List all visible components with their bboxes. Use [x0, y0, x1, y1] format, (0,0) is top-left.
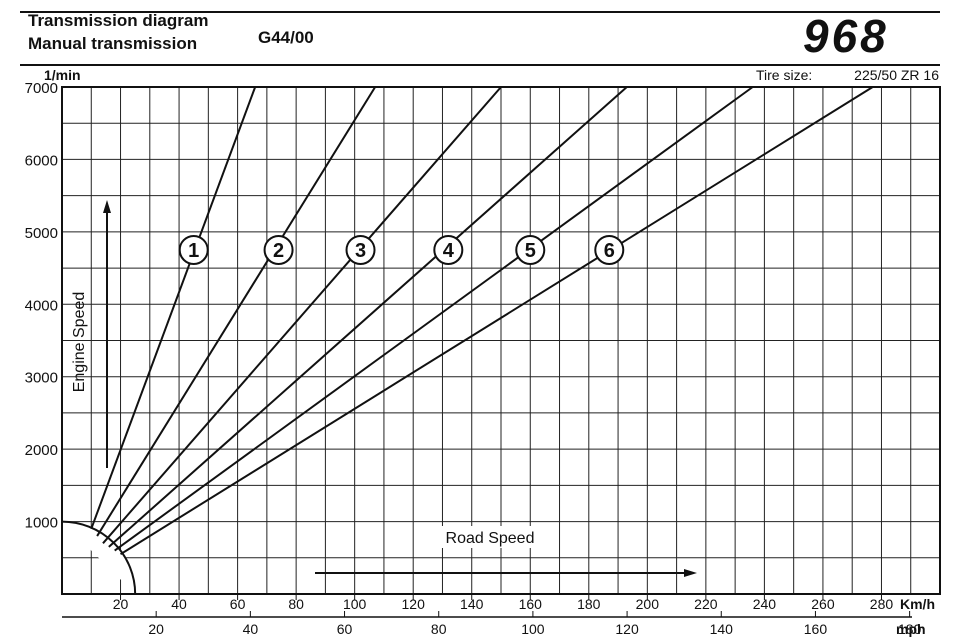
x-tick-labels: 20 40 60 80 100 120 140 160 180 200 220 240 260 280 20… — [113, 594, 922, 637]
gear-line-3: 3 — [102, 86, 502, 544]
kmh-tick-label: 60 — [230, 596, 246, 612]
gear-line-path-5 — [114, 86, 754, 552]
mph-tick-label: 20 — [148, 621, 164, 637]
gear-line-path-1 — [90, 86, 257, 530]
kmh-tick-label: 180 — [577, 596, 601, 612]
gear-lines: 1 2 3 4 5 6 — [90, 86, 874, 556]
y-tick-label: 2000 — [25, 442, 58, 459]
mph-tick-label: 160 — [804, 621, 828, 637]
mph-tick-label: 100 — [521, 621, 545, 637]
mph-tick-label: 80 — [431, 621, 447, 637]
y-tick-label: 5000 — [25, 225, 58, 242]
x-axis-label: Road Speed — [446, 530, 535, 547]
gear-label-4: 4 — [443, 240, 455, 262]
kmh-tick-label: 260 — [811, 596, 835, 612]
y-tick-label: 4000 — [25, 297, 58, 314]
header-rule-bottom — [20, 64, 940, 66]
tire-size-caption: Tire size: — [756, 67, 812, 83]
mph-tick-label: 140 — [710, 621, 734, 637]
kmh-tick-label: 40 — [171, 596, 187, 612]
gear-label-6: 6 — [604, 240, 615, 262]
grid — [62, 87, 940, 594]
kmh-tick-label: 220 — [694, 596, 718, 612]
y-unit-label: 1/min — [44, 67, 81, 83]
gear-label-circle-2 — [263, 234, 294, 265]
y-tick-label: 3000 — [25, 370, 58, 387]
kmh-tick-label: 280 — [870, 596, 894, 612]
gear-label-circle-3 — [345, 234, 376, 265]
mph-unit-label: mph — [896, 621, 926, 637]
gear-label-5: 5 — [525, 240, 536, 262]
mph-tick-label: 60 — [337, 621, 353, 637]
tire-size-label: Tire size: 225/50 ZR 16 — [756, 67, 939, 83]
kmh-tick-label: 200 — [636, 596, 660, 612]
kmh-tick-label: 160 — [519, 596, 543, 612]
road-speed-arrowhead — [684, 569, 697, 577]
kmh-unit-label: Km/h — [900, 596, 935, 612]
gear-line-2: 2 — [96, 86, 377, 537]
y-tick-label: 6000 — [25, 152, 58, 169]
gearbox-code: G44/00 — [258, 28, 314, 47]
kmh-tick-label: 140 — [460, 596, 484, 612]
kmh-tick-label: 80 — [288, 596, 304, 612]
gear-label-1: 1 — [188, 240, 199, 262]
y-axis-label: Engine Speed — [71, 292, 88, 393]
kmh-tick-label: 120 — [402, 596, 426, 612]
kmh-tick-label: 100 — [343, 596, 367, 612]
title-line-1: Transmission diagram — [28, 11, 209, 30]
gear-line-5: 5 — [114, 86, 754, 552]
gear-line-1: 1 — [90, 86, 257, 530]
gear-line-path-2 — [96, 86, 377, 537]
tire-size-value: 225/50 ZR 16 — [854, 67, 939, 83]
gear-line-6: 6 — [120, 86, 874, 556]
mph-tick-label: 120 — [615, 621, 639, 637]
header-rule-top — [20, 11, 940, 13]
gear-line-path-3 — [102, 86, 502, 544]
gear-label-3: 3 — [355, 240, 366, 262]
y-tick-label: 1000 — [25, 515, 58, 532]
mph-tick-label: 180 — [898, 621, 922, 637]
y-tick-labels: 1000 2000 3000 4000 5000 6000 7000 — [25, 80, 58, 532]
y-tick-label: 7000 — [25, 80, 58, 97]
gear-line-path-6 — [120, 86, 874, 556]
mph-tick-label: 40 — [243, 621, 259, 637]
gear-label-circle-6 — [594, 234, 625, 265]
kmh-tick-label: 240 — [753, 596, 777, 612]
road-speed-label-bg — [432, 526, 550, 548]
gear-line-4: 4 — [108, 86, 628, 548]
kmh-tick-label: 20 — [113, 596, 129, 612]
gear-label-2: 2 — [273, 240, 284, 262]
gear-label-circle-4 — [433, 234, 464, 265]
gear-label-circle-5 — [515, 234, 546, 265]
gear-line-path-4 — [108, 86, 628, 548]
engine-speed-arrowhead — [103, 200, 111, 213]
title-line-2: Manual transmission — [28, 34, 198, 53]
model-logo: 968 — [803, 10, 889, 62]
gear-label-circle-1 — [178, 234, 209, 265]
